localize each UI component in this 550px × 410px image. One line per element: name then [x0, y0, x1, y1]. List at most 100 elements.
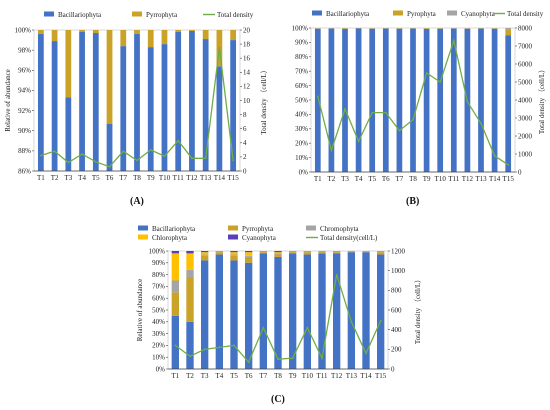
bar-pyrrophyta-T6 — [106, 30, 113, 124]
x-tick-label: T7 — [396, 175, 404, 183]
x-tick-label: T1 — [314, 175, 322, 183]
chart-panel-b: 0% 10% 20% 30% 40% 50% 60% 70% 80% 90% 100% 0 1000 20… — [278, 0, 550, 205]
bar-bacillariophyta-T7 — [259, 253, 267, 369]
total-density-point-T13 — [350, 320, 353, 323]
bar-pyrrophyta-T8 — [274, 254, 282, 257]
y-axis-title: Relative of abundance — [4, 69, 12, 132]
bar-pyrrophyta-T3 — [201, 255, 209, 261]
total-density-point-T6 — [108, 165, 111, 168]
bar-pyrrophyta-T7 — [120, 30, 127, 47]
legend-swatch — [447, 10, 457, 16]
bar-cyanophyta-T5 — [230, 251, 238, 253]
x-tick-label: T9 — [147, 174, 155, 182]
legend-label: Total density(cell/L) — [320, 234, 378, 242]
y2-tick-label: 800 — [391, 287, 402, 295]
x-tick-label: T13 — [346, 372, 358, 380]
total-density-point-T4 — [357, 140, 360, 143]
total-density-point-T10 — [439, 81, 442, 83]
x-tick-label: T14 — [214, 174, 226, 182]
x-tick-label: T7 — [259, 372, 267, 380]
total-density-point-T2 — [53, 150, 56, 153]
legend-swatch — [228, 225, 238, 231]
total-density-point-T13 — [480, 122, 482, 125]
bar-cyanophyta-T3 — [201, 251, 209, 253]
bar-bacillariophyta-T11 — [450, 28, 457, 172]
bar-bacillariophyta-T15 — [230, 40, 237, 172]
y-axis-title: Relative of abundance — [136, 279, 144, 342]
legend-label: Cyanophyta — [242, 234, 277, 242]
y2-tick-label: 0 — [243, 167, 247, 175]
total-density-point-T10 — [163, 155, 166, 158]
total-density-point-T3 — [67, 161, 70, 164]
y2-axis-title: Total density （cell/L） — [414, 276, 422, 344]
total-density-point-T15 — [379, 319, 382, 322]
y2-tick-label: 1200 — [391, 247, 406, 255]
total-density-point-T7 — [262, 326, 265, 329]
total-density-point-T15 — [232, 159, 235, 162]
total-density-point-T9 — [425, 72, 428, 74]
x-tick-label: T5 — [92, 174, 100, 182]
y2-tick-label: 0 — [518, 168, 522, 176]
legend-swatch — [138, 225, 148, 231]
chart-b-svg: 0% 10% 20% 30% 40% 50% 60% 70% 80% 90% 100% 0 1000 20… — [292, 10, 546, 183]
total-density-point-T10 — [306, 326, 309, 329]
x-tick-label: T10 — [302, 372, 314, 380]
bar-chlorophyta-T3 — [201, 252, 209, 255]
legend-label: Pyrophyta — [407, 10, 437, 18]
bar-bacillariophyta-T8 — [274, 256, 282, 369]
x-tick-label: T6 — [382, 175, 390, 183]
bar-pyrrophyta-T14 — [362, 251, 370, 253]
x-tick-label: T8 — [274, 372, 282, 380]
total-density-point-T5 — [371, 111, 374, 114]
total-density-point-T11 — [177, 139, 180, 142]
y-tick-label: 88% — [18, 147, 31, 155]
bar-pyrrophyta-T4 — [215, 252, 223, 255]
y-tick-label: 94% — [18, 87, 31, 95]
total-density-point-T3 — [203, 348, 206, 351]
bar-bacillariophyta-T13 — [478, 28, 484, 172]
y2-tick-label: 200 — [391, 346, 402, 354]
bar-chlorophyta-T6 — [245, 252, 253, 256]
x-tick-label: T12 — [331, 372, 343, 380]
x-tick-label: T15 — [227, 174, 239, 182]
total-density-point-T1 — [316, 95, 319, 98]
total-density-point-T6 — [247, 361, 250, 364]
bar-cyanophyta-T8 — [274, 251, 282, 253]
y2-tick-label: 3000 — [518, 114, 533, 122]
bar-pyrrophyta-T6 — [245, 256, 253, 263]
x-tick-label: T6 — [106, 174, 114, 182]
x-tick-label: T1 — [171, 372, 179, 380]
x-tick-label: T11 — [173, 174, 185, 182]
y2-tick-label: 4000 — [518, 96, 533, 104]
y-tick-label: 100% — [15, 26, 32, 34]
total-density-point-T6 — [384, 111, 387, 114]
y2-tick-label: 0 — [391, 365, 395, 373]
bar-pyrrophyta-T11 — [318, 252, 326, 254]
y-tick-label: 100% — [149, 247, 166, 255]
bar-chlorophyta-T5 — [230, 252, 238, 255]
x-tick-label: T11 — [316, 372, 328, 380]
total-density-point-T7 — [122, 150, 125, 153]
total-density-point-T12 — [191, 157, 193, 160]
legend-swatch — [306, 225, 316, 231]
x-tick-label: T7 — [119, 174, 127, 182]
legend-label: Total density — [217, 11, 254, 19]
bar-pyrrophyta-T4 — [79, 30, 85, 33]
x-tick-label: T14 — [360, 372, 372, 380]
bar-chromophyta-T6 — [245, 255, 253, 257]
x-tick-label: T4 — [215, 372, 223, 380]
total-density-point-T12 — [466, 100, 469, 103]
total-density-point-T1 — [39, 154, 42, 157]
legend-label: Total density — [507, 10, 544, 18]
y2-tick-label: 6000 — [518, 60, 533, 68]
y-tick-label: 70% — [152, 283, 165, 291]
bar-bacillariophyta-T10 — [303, 254, 311, 369]
legend-swatch — [312, 10, 322, 16]
bar-bacillariophyta-T6 — [106, 123, 113, 171]
y-tick-label: 92% — [18, 107, 31, 115]
bar-chromophyta-T7 — [259, 251, 267, 253]
chart-a-svg: 86% 88% 90% 92% 94% 96% 98% 100% 0 2 4 6 8 10 12 14 16 18… — [4, 11, 268, 182]
y2-tick-label: 8 — [243, 111, 247, 119]
total-density-point-T9 — [149, 148, 152, 151]
bar-pyrrophyta-T9 — [147, 30, 154, 48]
